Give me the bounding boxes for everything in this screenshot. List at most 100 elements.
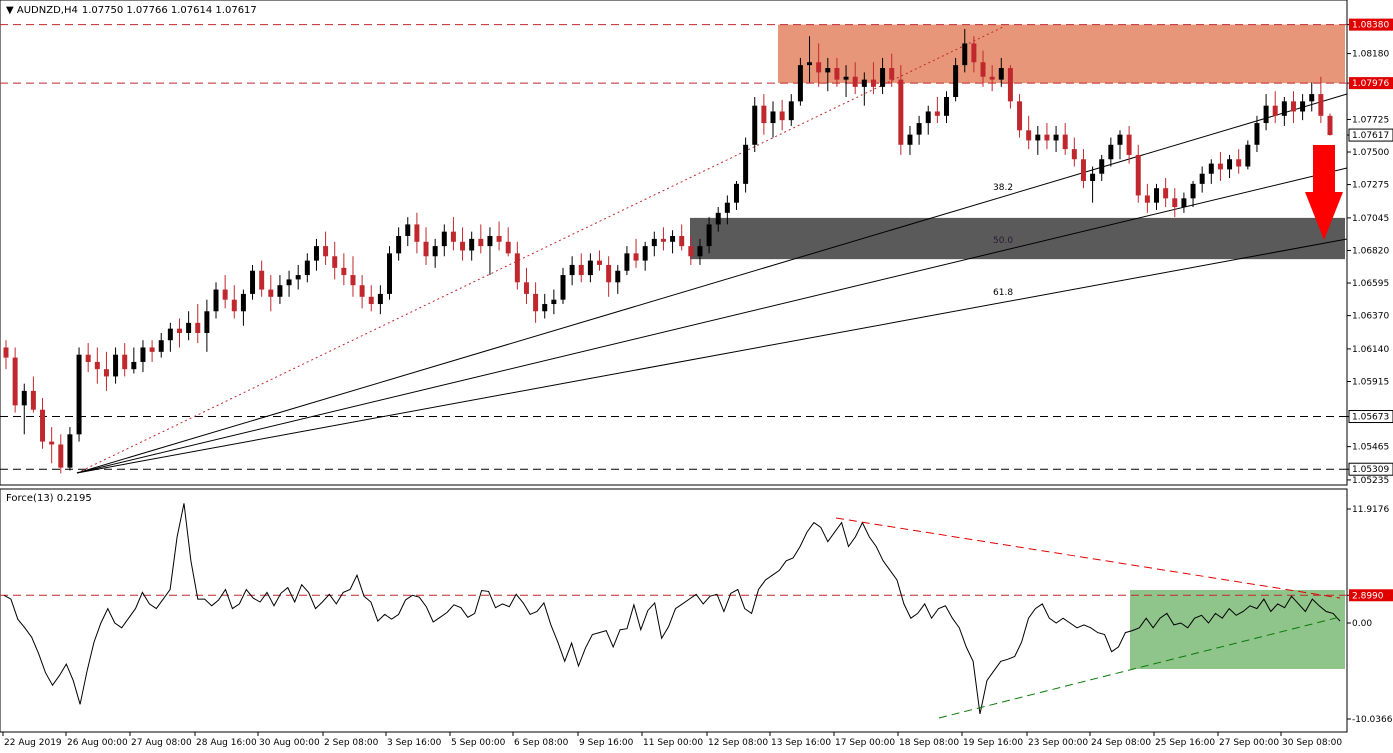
resistance-zone xyxy=(778,24,1345,84)
candle-body xyxy=(1126,134,1132,155)
candle-body xyxy=(140,347,146,362)
candle xyxy=(761,94,767,135)
x-tick-label: 28 Aug 16:00 xyxy=(196,738,257,748)
candle xyxy=(432,238,438,268)
candle xyxy=(414,212,420,254)
candle-body xyxy=(624,253,630,271)
y-tick-label: 1.07976 xyxy=(1352,79,1389,89)
candle-body xyxy=(1035,134,1041,141)
candle-body xyxy=(313,246,319,261)
candle xyxy=(752,97,758,153)
candle xyxy=(944,91,949,124)
y-tick-label: 1.08180 xyxy=(1352,50,1389,60)
candle-body xyxy=(1263,105,1269,124)
candle xyxy=(989,65,995,92)
candle-body xyxy=(797,65,803,102)
y-tick-label: 1.05673 xyxy=(1352,413,1389,423)
fan-label-61: 61.8 xyxy=(993,288,1013,298)
candle-body xyxy=(1227,159,1233,170)
candle-body xyxy=(1163,188,1169,199)
candle-body xyxy=(167,328,173,341)
candle xyxy=(606,256,612,297)
fan-label-38: 38.2 xyxy=(993,183,1013,193)
indicator-header: Force(13) 0.2195 xyxy=(6,493,92,504)
candle xyxy=(907,125,913,155)
candle-body xyxy=(1236,159,1242,167)
candle-body xyxy=(40,409,46,442)
candle xyxy=(670,230,676,254)
candle xyxy=(286,270,292,297)
candle xyxy=(1190,180,1196,208)
candle xyxy=(496,221,502,251)
candle-body xyxy=(551,299,557,305)
candle-body xyxy=(1290,101,1296,112)
candle-body xyxy=(916,123,922,135)
candle-body xyxy=(925,111,931,124)
candle xyxy=(1144,183,1150,213)
candle xyxy=(405,217,411,247)
candle-body xyxy=(195,322,201,333)
candle xyxy=(560,267,566,305)
candle-body xyxy=(1099,159,1105,174)
candle-body xyxy=(222,289,228,300)
candle xyxy=(898,65,904,155)
candle xyxy=(76,347,82,442)
candle xyxy=(1236,149,1242,174)
candle-body xyxy=(58,444,64,468)
symbol-label: AUDNZD,H4 xyxy=(17,5,78,16)
candle-body xyxy=(980,62,986,77)
candle xyxy=(807,36,813,83)
x-tick-label: 23 Sep 00:00 xyxy=(1028,738,1088,748)
candle-body xyxy=(1199,173,1205,184)
y-tick-label: 1.07500 xyxy=(1352,148,1389,158)
price-tag xyxy=(1348,462,1393,476)
y-tick-label: 1.05915 xyxy=(1352,377,1389,387)
y-tick-label: 1.07275 xyxy=(1352,181,1389,191)
candle xyxy=(113,347,119,384)
candle xyxy=(259,260,265,297)
candle xyxy=(368,285,374,312)
force-y-tick-label: -10.0366 xyxy=(1352,715,1393,725)
fan-trendline xyxy=(76,26,1004,474)
down-arrow-icon xyxy=(1305,145,1343,240)
candle-body xyxy=(633,253,639,261)
candle xyxy=(660,227,666,251)
candle xyxy=(1071,137,1077,167)
candle-body xyxy=(103,369,109,377)
candle xyxy=(934,97,940,124)
candle-body xyxy=(523,282,529,294)
candle-body xyxy=(1309,94,1315,102)
candle xyxy=(925,105,931,135)
x-tick-label: 30 Aug 00:00 xyxy=(259,738,320,748)
candle-body xyxy=(1154,188,1160,203)
candle-body xyxy=(487,235,493,247)
candle-body xyxy=(1053,134,1059,141)
candle-body xyxy=(998,68,1004,80)
x-tick-label: 19 Sep 16:00 xyxy=(963,738,1023,748)
x-tick-label: 26 Aug 00:00 xyxy=(67,738,128,748)
indicator-pane-frame xyxy=(0,488,1348,733)
candle-body xyxy=(606,264,612,283)
candle xyxy=(1300,94,1306,121)
force-support-trendline xyxy=(938,616,1341,719)
candle-body xyxy=(688,246,694,257)
candle xyxy=(49,427,55,464)
x-tick-label: 11 Sep 00:00 xyxy=(643,738,703,748)
candle-body xyxy=(1327,115,1333,136)
candle-body xyxy=(405,224,411,236)
fan-label-50: 50.0 xyxy=(993,236,1013,246)
candle xyxy=(962,28,968,73)
x-tick-label: 27 Aug 08:00 xyxy=(131,738,192,748)
candle xyxy=(523,267,529,305)
candle-body xyxy=(971,43,977,63)
candle-body xyxy=(861,79,867,87)
candle xyxy=(1154,183,1160,210)
candle-body xyxy=(21,390,27,406)
price-tag xyxy=(1349,77,1393,90)
candle xyxy=(387,246,392,300)
candle-body xyxy=(770,111,776,124)
x-tick-label: 24 Sep 08:00 xyxy=(1091,738,1151,748)
candle xyxy=(1272,91,1278,124)
candle xyxy=(569,256,575,286)
candle xyxy=(953,57,959,102)
